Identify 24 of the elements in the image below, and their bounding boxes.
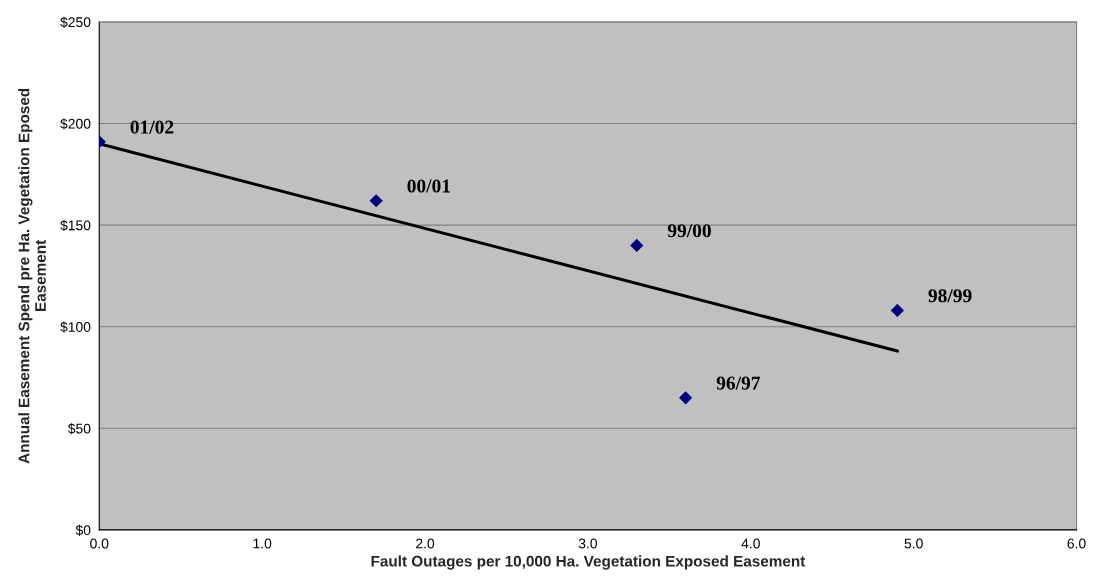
- x-tick-label: 6.0: [1067, 538, 1086, 549]
- annotation: 98/99: [928, 289, 972, 303]
- point: [679, 391, 693, 405]
- y-tick-label: $0: [75, 524, 91, 536]
- x-axis-title: Fault Outages per 10,000 Ha. Vegetation Exposed Easement: [371, 555, 806, 570]
- y-tick-label: $100: [60, 321, 91, 333]
- annotation: 01/02: [130, 120, 174, 134]
- x-tick-label: 0.0: [90, 538, 109, 549]
- x-tick-label: 3.0: [578, 538, 598, 549]
- y-tick-label: $50: [67, 423, 91, 435]
- annotation: 96/97: [716, 376, 760, 390]
- x-tick-label: 1.0: [253, 538, 272, 549]
- point: [890, 303, 904, 318]
- annotation: 00/01: [407, 179, 450, 193]
- y-axis-title: Annual Easement Spend pre Ha. Vegetation Eposed Easement: [18, 88, 46, 464]
- point: [630, 238, 644, 253]
- y-tick-label: $200: [60, 118, 91, 130]
- y-tick-label: $150: [60, 219, 91, 232]
- x-tick-label: 5.0: [904, 538, 923, 549]
- point: [369, 194, 383, 208]
- x-tick-label: 2.0: [416, 538, 435, 549]
- x-tick-label: 4.0: [741, 538, 760, 549]
- y-tick-label: $250: [60, 16, 91, 28]
- annotation: 99/00: [667, 224, 711, 238]
